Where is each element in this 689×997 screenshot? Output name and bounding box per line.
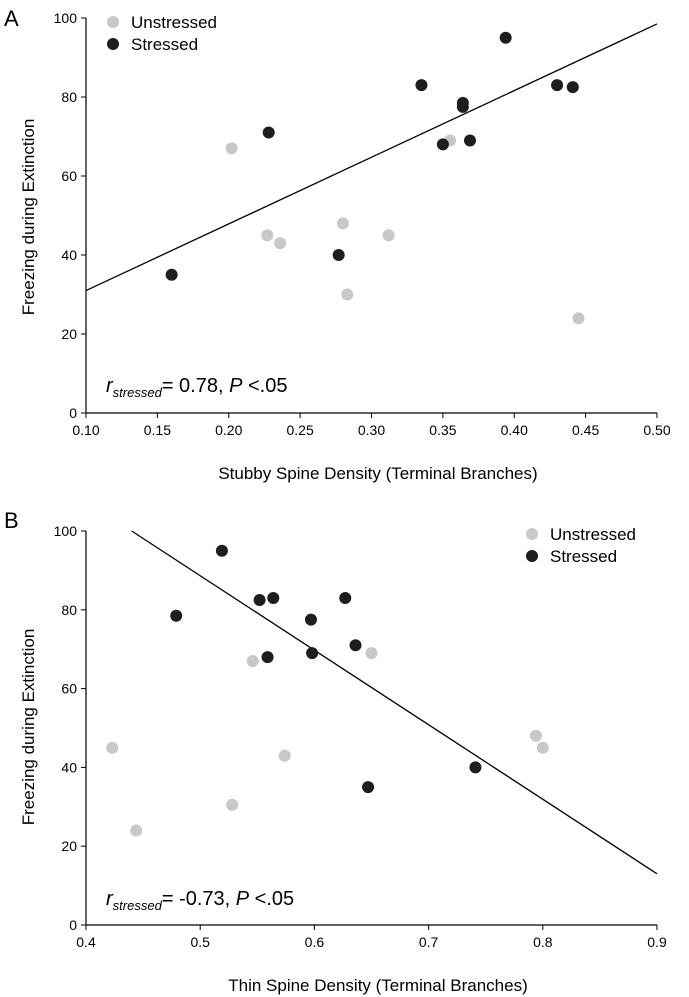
x-tick-label: 0.6 [305, 934, 325, 950]
stat-p-symbol: P [236, 888, 250, 910]
stressed-point [362, 781, 375, 794]
y-tick-label: 40 [61, 759, 77, 775]
regression-line [85, 23, 658, 292]
unstressed-point [130, 824, 143, 837]
stressed-point [551, 79, 564, 92]
stat-r-value: = 0.78, [162, 375, 229, 397]
y-tick-label: 60 [61, 168, 77, 184]
panel-b-correlation-stat: rstressed= -0.73, P <.05 [106, 888, 294, 913]
legend-unstressed-marker [107, 16, 119, 28]
stressed-point [499, 31, 512, 44]
x-tick-label: 0.35 [429, 422, 456, 438]
unstressed-point [106, 741, 119, 754]
panel-b-legend: Unstressed Stressed [526, 525, 636, 566]
panel-a-letter: A [4, 6, 19, 31]
x-tick-label: 0.4 [76, 934, 96, 950]
stressed-point [215, 544, 228, 557]
unstressed-point [365, 647, 378, 660]
y-tick-label: 100 [54, 10, 78, 26]
x-tick-label: 0.9 [647, 934, 667, 950]
stat-r-subscript: stressed [113, 898, 163, 913]
unstressed-point [274, 237, 287, 250]
x-tick-label: 0.40 [501, 422, 528, 438]
stat-p-value: <.05 [249, 888, 294, 910]
y-tick-label: 0 [69, 405, 77, 421]
legend-stressed-label: Stressed [550, 547, 617, 566]
y-tick-label: 100 [54, 523, 78, 539]
stat-r-subscript: stressed [113, 385, 163, 400]
regression-line [131, 530, 658, 875]
legend-stressed-marker [107, 38, 119, 50]
y-tick-label: 80 [61, 602, 77, 618]
unstressed-point [278, 749, 291, 762]
x-tick-label: 0.30 [358, 422, 385, 438]
y-tick-label: 20 [61, 838, 77, 854]
stressed-point [253, 593, 266, 606]
stressed-point [304, 613, 317, 626]
panel-a-y-axis-label: Freezing during Extinction [19, 119, 38, 316]
x-tick-label: 0.20 [215, 422, 242, 438]
stressed-point [463, 134, 476, 147]
y-tick-label: 60 [61, 681, 77, 697]
stressed-point [456, 96, 469, 109]
panel-a-x-axis-label: Stubby Spine Density (Terminal Branches) [218, 464, 537, 483]
unstressed-point [336, 217, 349, 230]
stressed-point [267, 591, 280, 604]
y-tick-label: 80 [61, 89, 77, 105]
legend-unstressed-marker [526, 528, 538, 540]
panel-b-plot-area: 0.4 0.5 0.6 0.7 0.8 0.9 0 20 40 60 80 100 [54, 523, 667, 950]
stat-p-symbol: P [229, 375, 243, 397]
panel-b: B 0.4 0.5 0.6 0.7 0.8 0.9 0 20 40 60 80 100 Thin Sp… [4, 508, 667, 995]
unstressed-point [382, 229, 395, 242]
panel-a-legend: Unstressed Stressed [107, 13, 217, 54]
x-tick-label: 0.7 [419, 934, 439, 950]
stressed-point [306, 647, 319, 660]
x-tick-label: 0.45 [572, 422, 599, 438]
stressed-point [339, 591, 352, 604]
unstressed-point [572, 312, 585, 325]
stat-p-value: <.05 [242, 375, 287, 397]
unstressed-point [536, 741, 549, 754]
unstressed-point [225, 142, 238, 155]
stressed-point [436, 138, 449, 151]
stressed-point [566, 81, 579, 94]
stat-r-symbol: r [106, 375, 114, 397]
unstressed-point [529, 729, 542, 742]
stat-r-value: = -0.73, [162, 888, 236, 910]
unstressed-point [261, 229, 274, 242]
panel-a-plot-area: 0.10 0.15 0.20 0.25 0.30 0.35 0.40 0.45 0.50 0 20 4… [54, 10, 671, 438]
legend-stressed-marker [526, 550, 538, 562]
stressed-point [170, 609, 183, 622]
y-tick-label: 40 [61, 247, 77, 263]
panel-a-correlation-stat: rstressed= 0.78, P <.05 [106, 375, 287, 400]
stressed-point [415, 79, 428, 92]
y-tick-label: 0 [69, 917, 77, 933]
x-tick-label: 0.8 [533, 934, 553, 950]
stressed-point [262, 126, 275, 139]
unstressed-point [341, 288, 354, 301]
x-tick-label: 0.50 [643, 422, 670, 438]
unstressed-point [226, 798, 239, 811]
x-tick-label: 0.15 [144, 422, 171, 438]
legend-unstressed-label: Unstressed [550, 525, 636, 544]
stressed-point [165, 268, 178, 281]
unstressed-point [246, 655, 259, 668]
legend-unstressed-label: Unstressed [131, 13, 217, 32]
x-tick-label: 0.10 [72, 422, 99, 438]
panel-b-y-axis-label: Freezing during Extinction [19, 629, 38, 826]
stat-r-symbol: r [106, 888, 114, 910]
legend-stressed-label: Stressed [131, 35, 198, 54]
panel-a: A 0.10 0.15 0.20 0.25 0.30 0.35 0.40 0.45 0.50 0 2… [4, 6, 671, 483]
y-tick-label: 20 [61, 326, 77, 342]
x-tick-label: 0.5 [190, 934, 210, 950]
panel-b-letter: B [4, 508, 19, 533]
panel-b-x-axis-label: Thin Spine Density (Terminal Branches) [228, 976, 528, 995]
stressed-point [261, 651, 274, 664]
stressed-point [349, 639, 362, 652]
stressed-point [469, 761, 482, 774]
x-tick-label: 0.25 [287, 422, 314, 438]
stressed-point [332, 249, 345, 261]
